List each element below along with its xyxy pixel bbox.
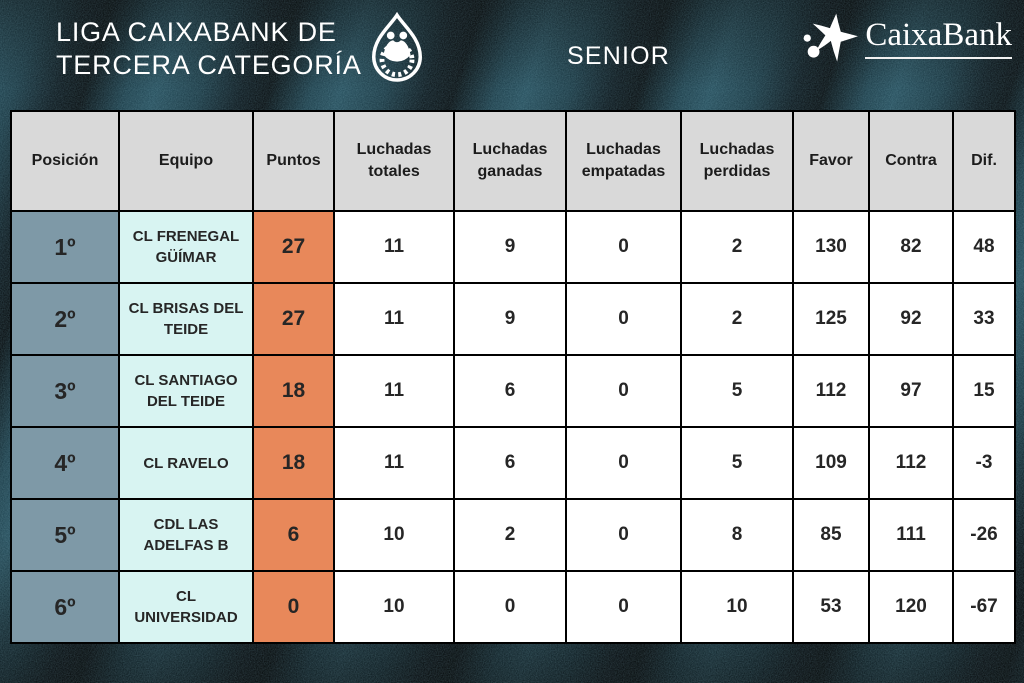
col-header-favor: Favor xyxy=(792,110,870,212)
cell-favor: 53 xyxy=(792,570,870,644)
cell-luchadas-perdidas: 5 xyxy=(680,354,794,428)
cell-dif: 48 xyxy=(952,210,1016,284)
cell-puntos: 27 xyxy=(252,210,335,284)
cell-favor: 85 xyxy=(792,498,870,572)
cell-luchadas-empatadas: 0 xyxy=(565,498,682,572)
cell-luchadas-totales: 11 xyxy=(333,282,455,356)
cell-posicion: 6º xyxy=(10,570,120,644)
league-title-line1: LIGA CAIXABANK DE xyxy=(56,17,337,47)
cell-luchadas-ganadas: 6 xyxy=(453,426,567,500)
cell-dif: -67 xyxy=(952,570,1016,644)
cell-contra: 92 xyxy=(868,282,954,356)
cell-luchadas-totales: 10 xyxy=(333,570,455,644)
cell-contra: 97 xyxy=(868,354,954,428)
cell-luchadas-ganadas: 9 xyxy=(453,210,567,284)
league-title: LIGA CAIXABANK DE TERCERA CATEGORÍA xyxy=(56,16,362,83)
cell-favor: 112 xyxy=(792,354,870,428)
col-header-luchadas-totales: Luchadas totales xyxy=(333,110,455,212)
caixabank-logo: CaixaBank xyxy=(800,13,1012,65)
cell-posicion: 3º xyxy=(10,354,120,428)
cell-luchadas-ganadas: 2 xyxy=(453,498,567,572)
table-row: 3º CL SANTIAGO DEL TEIDE 18 11 6 0 5 112… xyxy=(10,354,1016,428)
cell-dif: 33 xyxy=(952,282,1016,356)
cell-luchadas-perdidas: 5 xyxy=(680,426,794,500)
table-row: 4º CL RAVELO 18 11 6 0 5 109 112 -3 xyxy=(10,426,1016,500)
cell-luchadas-perdidas: 10 xyxy=(680,570,794,644)
cell-luchadas-empatadas: 0 xyxy=(565,426,682,500)
cell-contra: 111 xyxy=(868,498,954,572)
cell-equipo: CL FRENEGAL GÜÍMAR xyxy=(118,210,254,284)
cell-luchadas-perdidas: 2 xyxy=(680,210,794,284)
table-row: 6º CL UNIVERSIDAD 0 10 0 0 10 53 120 -67 xyxy=(10,570,1016,644)
cell-contra: 112 xyxy=(868,426,954,500)
cell-puntos: 6 xyxy=(252,498,335,572)
cell-luchadas-totales: 11 xyxy=(333,210,455,284)
cell-contra: 82 xyxy=(868,210,954,284)
cell-posicion: 2º xyxy=(10,282,120,356)
cell-favor: 109 xyxy=(792,426,870,500)
cell-equipo: CL UNIVERSIDAD xyxy=(118,570,254,644)
cell-contra: 120 xyxy=(868,570,954,644)
cell-favor: 125 xyxy=(792,282,870,356)
header-row: Posición Equipo Puntos Luchadas totales … xyxy=(10,110,1016,212)
league-title-line2: TERCERA CATEGORÍA xyxy=(56,50,362,81)
cell-puntos: 27 xyxy=(252,282,335,356)
cell-luchadas-ganadas: 9 xyxy=(453,282,567,356)
col-header-luchadas-empatadas: Luchadas empatadas xyxy=(565,110,682,212)
cell-dif: -26 xyxy=(952,498,1016,572)
cell-equipo: CL RAVELO xyxy=(118,426,254,500)
col-header-posicion: Posición xyxy=(10,110,120,212)
col-header-contra: Contra xyxy=(868,110,954,212)
cell-luchadas-perdidas: 8 xyxy=(680,498,794,572)
col-header-equipo: Equipo xyxy=(118,110,254,212)
col-header-puntos: Puntos xyxy=(252,110,335,212)
cell-luchadas-ganadas: 6 xyxy=(453,354,567,428)
cell-luchadas-empatadas: 0 xyxy=(565,570,682,644)
col-header-luchadas-perdidas: Luchadas perdidas xyxy=(680,110,794,212)
cell-luchadas-empatadas: 0 xyxy=(565,210,682,284)
standings-table: Posición Equipo Puntos Luchadas totales … xyxy=(10,110,1016,644)
cell-luchadas-empatadas: 0 xyxy=(565,282,682,356)
cell-luchadas-totales: 10 xyxy=(333,498,455,572)
cell-puntos: 18 xyxy=(252,354,335,428)
table-row: 2º CL BRISAS DEL TEIDE 27 11 9 0 2 125 9… xyxy=(10,282,1016,356)
col-header-dif: Dif. xyxy=(952,110,1016,212)
table-row: 5º CDL LAS ADELFAS B 6 10 2 0 8 85 111 -… xyxy=(10,498,1016,572)
cell-luchadas-totales: 11 xyxy=(333,426,455,500)
col-header-luchadas-ganadas: Luchadas ganadas xyxy=(453,110,567,212)
cell-equipo: CL SANTIAGO DEL TEIDE xyxy=(118,354,254,428)
caixabank-star-icon xyxy=(803,13,859,62)
cell-posicion: 1º xyxy=(10,210,120,284)
cell-luchadas-perdidas: 2 xyxy=(680,282,794,356)
cell-puntos: 18 xyxy=(252,426,335,500)
cell-luchadas-ganadas: 0 xyxy=(453,570,567,644)
cell-posicion: 5º xyxy=(10,498,120,572)
category-label: SENIOR xyxy=(567,42,671,70)
cell-equipo: CL BRISAS DEL TEIDE xyxy=(118,282,254,356)
cell-luchadas-empatadas: 0 xyxy=(565,354,682,428)
cell-equipo: CDL LAS ADELFAS B xyxy=(118,498,254,572)
caixabank-wordmark: CaixaBank xyxy=(865,19,1012,59)
cell-puntos: 0 xyxy=(252,570,335,644)
cell-luchadas-totales: 11 xyxy=(333,354,455,428)
cell-dif: -3 xyxy=(952,426,1016,500)
cell-dif: 15 xyxy=(952,354,1016,428)
table-row: 1º CL FRENEGAL GÜÍMAR 27 11 9 0 2 130 82… xyxy=(10,210,1016,284)
cell-favor: 130 xyxy=(792,210,870,284)
lucha-canaria-federation-logo-icon xyxy=(372,12,422,82)
cell-posicion: 4º xyxy=(10,426,120,500)
